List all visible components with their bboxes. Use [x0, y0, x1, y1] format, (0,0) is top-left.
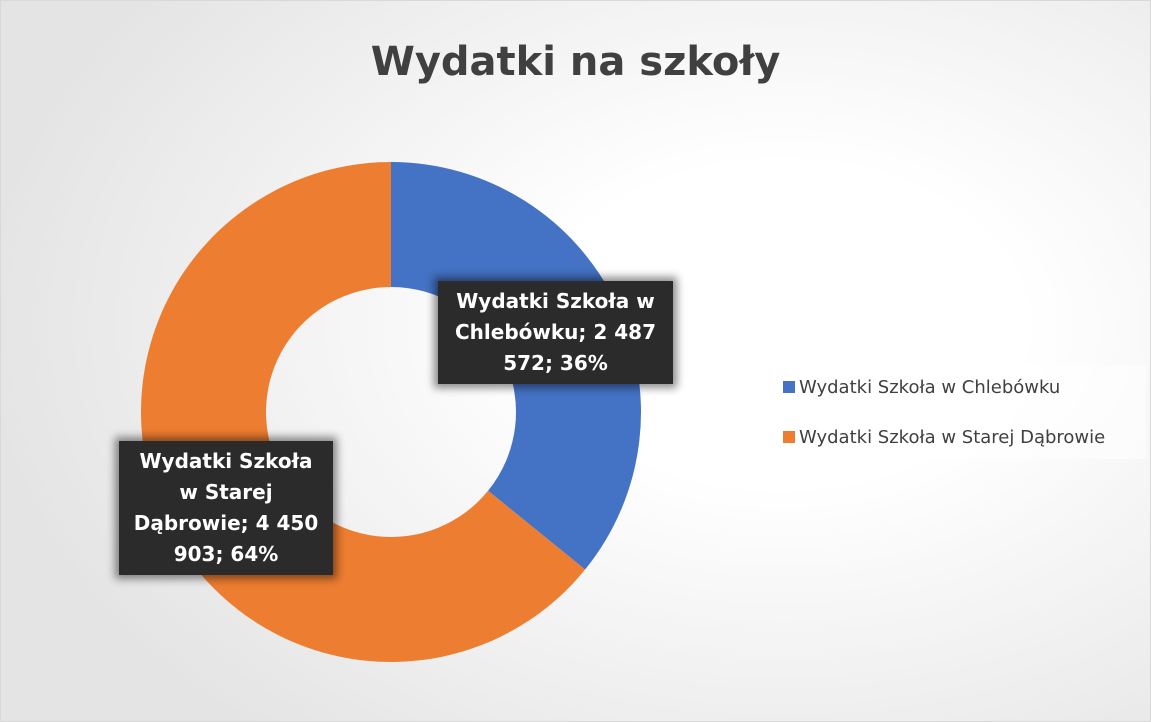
legend-item: Wydatki Szkoła w Starej Dąbrowie — [783, 427, 1105, 448]
data-label: Wydatki Szkoła w Starej Dąbrowie; 4 450 … — [119, 441, 333, 575]
data-label: Wydatki Szkoła w Chlebówku; 2 487 572; 3… — [438, 281, 673, 384]
legend: Wydatki Szkoła w Chlebówku Wydatki Szkoła… — [771, 365, 1146, 459]
chart-title: Wydatki na szkoły — [370, 39, 781, 85]
legend-label: Wydatki Szkoła w Starej Dąbrowie — [799, 427, 1106, 448]
legend-label: Wydatki Szkoła w Chlebówku — [799, 377, 1061, 398]
legend-swatch — [783, 431, 795, 443]
legend-swatch — [783, 381, 795, 393]
legend-item: Wydatki Szkoła w Chlebówku — [783, 377, 1060, 398]
